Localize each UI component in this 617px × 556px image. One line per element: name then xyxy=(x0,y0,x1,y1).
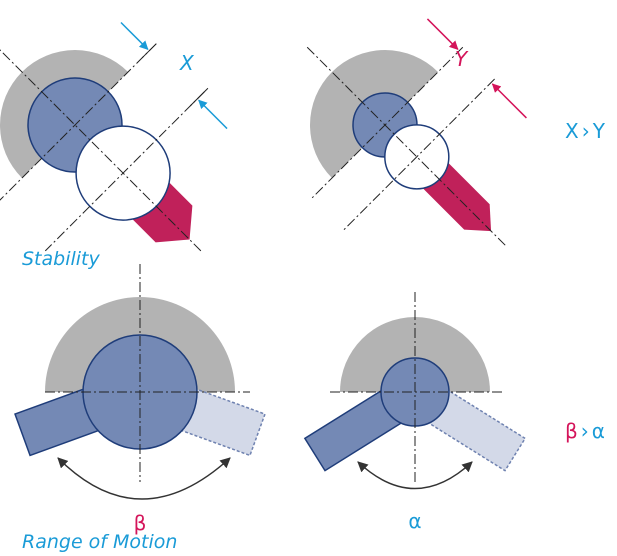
angle-label: β xyxy=(134,511,147,535)
section-title: Range of Motion xyxy=(22,531,177,553)
comparison-left: X xyxy=(565,119,579,143)
comparison-right: α xyxy=(592,419,605,443)
comparison-sign: › xyxy=(582,119,590,143)
section-title: Stability xyxy=(22,248,101,270)
comparison-left: β xyxy=(565,419,578,443)
stability-joint-small xyxy=(306,18,527,246)
motion-joint-small xyxy=(303,292,527,482)
motion-joint-large xyxy=(14,264,266,482)
comparison: X › Y xyxy=(565,119,606,143)
comparison-right: Y xyxy=(592,119,606,143)
dimension-label: X xyxy=(179,51,195,75)
comparison-sign: › xyxy=(581,419,589,443)
stability-joint-large xyxy=(0,21,228,253)
dimension-label: Y xyxy=(455,47,469,71)
angle-label: α xyxy=(408,509,421,533)
comparison: β › α xyxy=(565,419,605,443)
